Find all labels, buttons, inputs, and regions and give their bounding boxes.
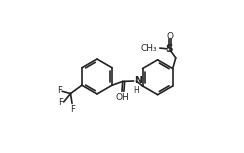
Text: O: O [166, 32, 173, 41]
Text: F: F [58, 98, 63, 107]
Text: N: N [134, 76, 142, 85]
Text: S: S [165, 44, 173, 54]
Text: H: H [133, 86, 139, 95]
Text: CH₃: CH₃ [141, 44, 158, 53]
Text: OH: OH [116, 93, 129, 102]
Text: F: F [70, 105, 75, 114]
Text: F: F [57, 86, 61, 95]
